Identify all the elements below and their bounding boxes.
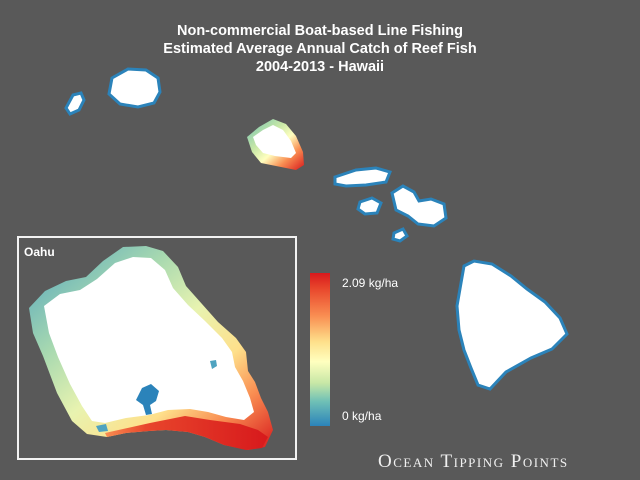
island-kauai — [107, 67, 162, 109]
island-kahoolawe — [391, 227, 409, 243]
title-line-2: Estimated Average Annual Catch of Reef F… — [163, 41, 477, 57]
island-oahu — [247, 119, 304, 170]
map-title: Non-commercial Boat-based Line Fishing E… — [0, 22, 640, 76]
legend-min-label: 0 kg/ha — [342, 409, 382, 423]
island-hawaii — [455, 259, 569, 391]
island-maui — [390, 184, 448, 228]
oahu-inset-label: Oahu — [24, 245, 55, 259]
island-niihau — [64, 91, 86, 116]
title-line-3: 2004-2013 - Hawaii — [255, 59, 385, 75]
island-molokai — [333, 166, 393, 188]
island-lanai — [356, 196, 383, 216]
oahu-inset-map — [29, 246, 273, 450]
ocean-tipping-points-logo: Ocean Tipping Points — [378, 451, 569, 472]
legend-max-label: 2.09 kg/ha — [342, 276, 399, 290]
title-line-1: Non-commercial Boat-based Line Fishing — [176, 23, 463, 39]
oahu-inset-frame — [17, 236, 297, 460]
catch-color-scale — [310, 273, 330, 426]
